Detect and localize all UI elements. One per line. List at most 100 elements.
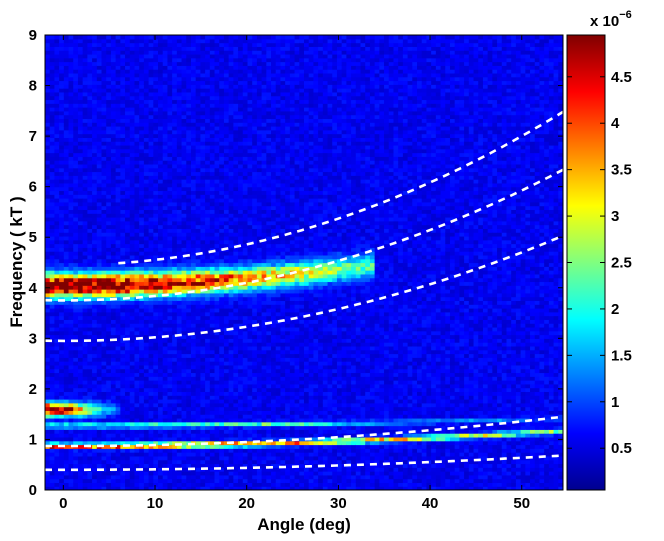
heatmap-cell	[82, 463, 88, 468]
heatmap-cell	[54, 349, 60, 355]
heatmap-cell	[49, 311, 56, 317]
heatmap-cell	[63, 292, 70, 298]
heatmap-cell	[134, 239, 140, 245]
heatmap-cell	[115, 338, 121, 343]
heatmap-cell	[77, 448, 84, 453]
heatmap-cell	[101, 35, 107, 40]
heatmap-cell	[176, 357, 183, 362]
heatmap-cell	[82, 217, 88, 222]
heatmap-cell	[214, 232, 220, 237]
heatmap-cell	[120, 232, 126, 237]
heatmap-cell	[214, 444, 220, 449]
heatmap-cell	[186, 266, 192, 271]
heatmap-cell	[120, 167, 126, 173]
heatmap-cell	[87, 315, 93, 320]
heatmap-cell	[143, 201, 150, 207]
heatmap-cell	[115, 201, 121, 207]
heatmap-cell	[153, 440, 159, 446]
heatmap-cell	[45, 304, 51, 309]
heatmap-cell	[115, 353, 121, 358]
heatmap-cell	[54, 338, 60, 343]
heatmap-cell	[110, 217, 117, 222]
heatmap-cell	[77, 144, 84, 150]
heatmap-cell	[190, 88, 197, 93]
heatmap-cell	[96, 452, 103, 457]
heatmap-cell	[129, 410, 136, 415]
heatmap-cell	[167, 258, 173, 264]
heatmap-cell	[190, 285, 197, 290]
heatmap-cell	[125, 114, 131, 120]
heatmap-cell	[200, 478, 206, 484]
heatmap-cell	[195, 436, 201, 442]
heatmap-cell	[45, 277, 51, 283]
heatmap-cell	[101, 254, 107, 260]
heatmap-cell	[143, 122, 150, 127]
heatmap-cell	[134, 213, 140, 218]
heatmap-cell	[139, 406, 145, 411]
heatmap-cell	[120, 395, 126, 400]
heatmap-cell	[96, 205, 103, 211]
heatmap-cell	[59, 148, 65, 154]
heatmap-cell	[59, 137, 65, 142]
heatmap-cell	[68, 228, 74, 233]
heatmap-cell	[205, 482, 211, 487]
heatmap-cell	[63, 311, 70, 317]
heatmap-cell	[214, 57, 220, 63]
heatmap-cell	[143, 163, 150, 169]
heatmap-cell	[120, 99, 126, 104]
heatmap-cell	[92, 258, 98, 264]
heatmap-cell	[59, 425, 65, 430]
heatmap-cell	[87, 163, 93, 169]
heatmap-cell	[219, 330, 225, 336]
heatmap-cell	[120, 53, 126, 59]
heatmap-cell	[181, 349, 187, 355]
heatmap-cell	[129, 122, 136, 127]
heatmap-cell	[143, 334, 150, 339]
heatmap-cell	[68, 277, 74, 283]
heatmap-cell	[73, 171, 79, 176]
heatmap-cell	[223, 179, 230, 184]
heatmap-cell	[172, 118, 178, 123]
heatmap-cell	[68, 376, 74, 381]
heatmap-cell	[87, 224, 93, 229]
heatmap-cell	[223, 448, 230, 453]
heatmap-cell	[77, 152, 84, 157]
heatmap-cell	[92, 99, 98, 104]
heatmap-cell	[209, 436, 216, 442]
heatmap-cell	[200, 167, 206, 173]
heatmap-cell	[228, 114, 234, 120]
heatmap-cell	[115, 247, 121, 252]
heatmap-cell	[186, 486, 192, 490]
heatmap-cell	[92, 270, 98, 275]
heatmap-cell	[54, 198, 60, 203]
heatmap-cell	[92, 277, 98, 283]
heatmap-cell	[110, 99, 117, 104]
heatmap-cell	[158, 289, 164, 294]
heatmap-cell	[190, 262, 197, 267]
heatmap-cell	[49, 330, 56, 336]
heatmap-cell	[172, 281, 178, 286]
heatmap-cell	[77, 110, 84, 116]
heatmap-cell	[82, 209, 88, 214]
heatmap-cell	[77, 436, 84, 442]
heatmap-cell	[172, 474, 178, 480]
heatmap-cell	[139, 152, 145, 157]
heatmap-cell	[172, 38, 178, 44]
heatmap-cell	[205, 251, 211, 256]
heatmap-cell	[129, 110, 136, 116]
heatmap-cell	[101, 107, 107, 112]
heatmap-cell	[181, 126, 187, 131]
heatmap-cell	[181, 201, 187, 207]
heatmap-cell	[134, 129, 140, 135]
heatmap-cell	[186, 91, 192, 97]
heatmap-cell	[115, 103, 121, 108]
heatmap-cell	[238, 205, 244, 211]
heatmap-cell	[238, 258, 244, 264]
heatmap-cell	[110, 364, 117, 370]
heatmap-cell	[172, 478, 178, 484]
heatmap-cell	[143, 209, 150, 214]
heatmap-cell	[82, 80, 88, 85]
heatmap-cell	[219, 455, 225, 461]
heatmap-cell	[195, 213, 201, 218]
heatmap-cell	[181, 300, 187, 305]
